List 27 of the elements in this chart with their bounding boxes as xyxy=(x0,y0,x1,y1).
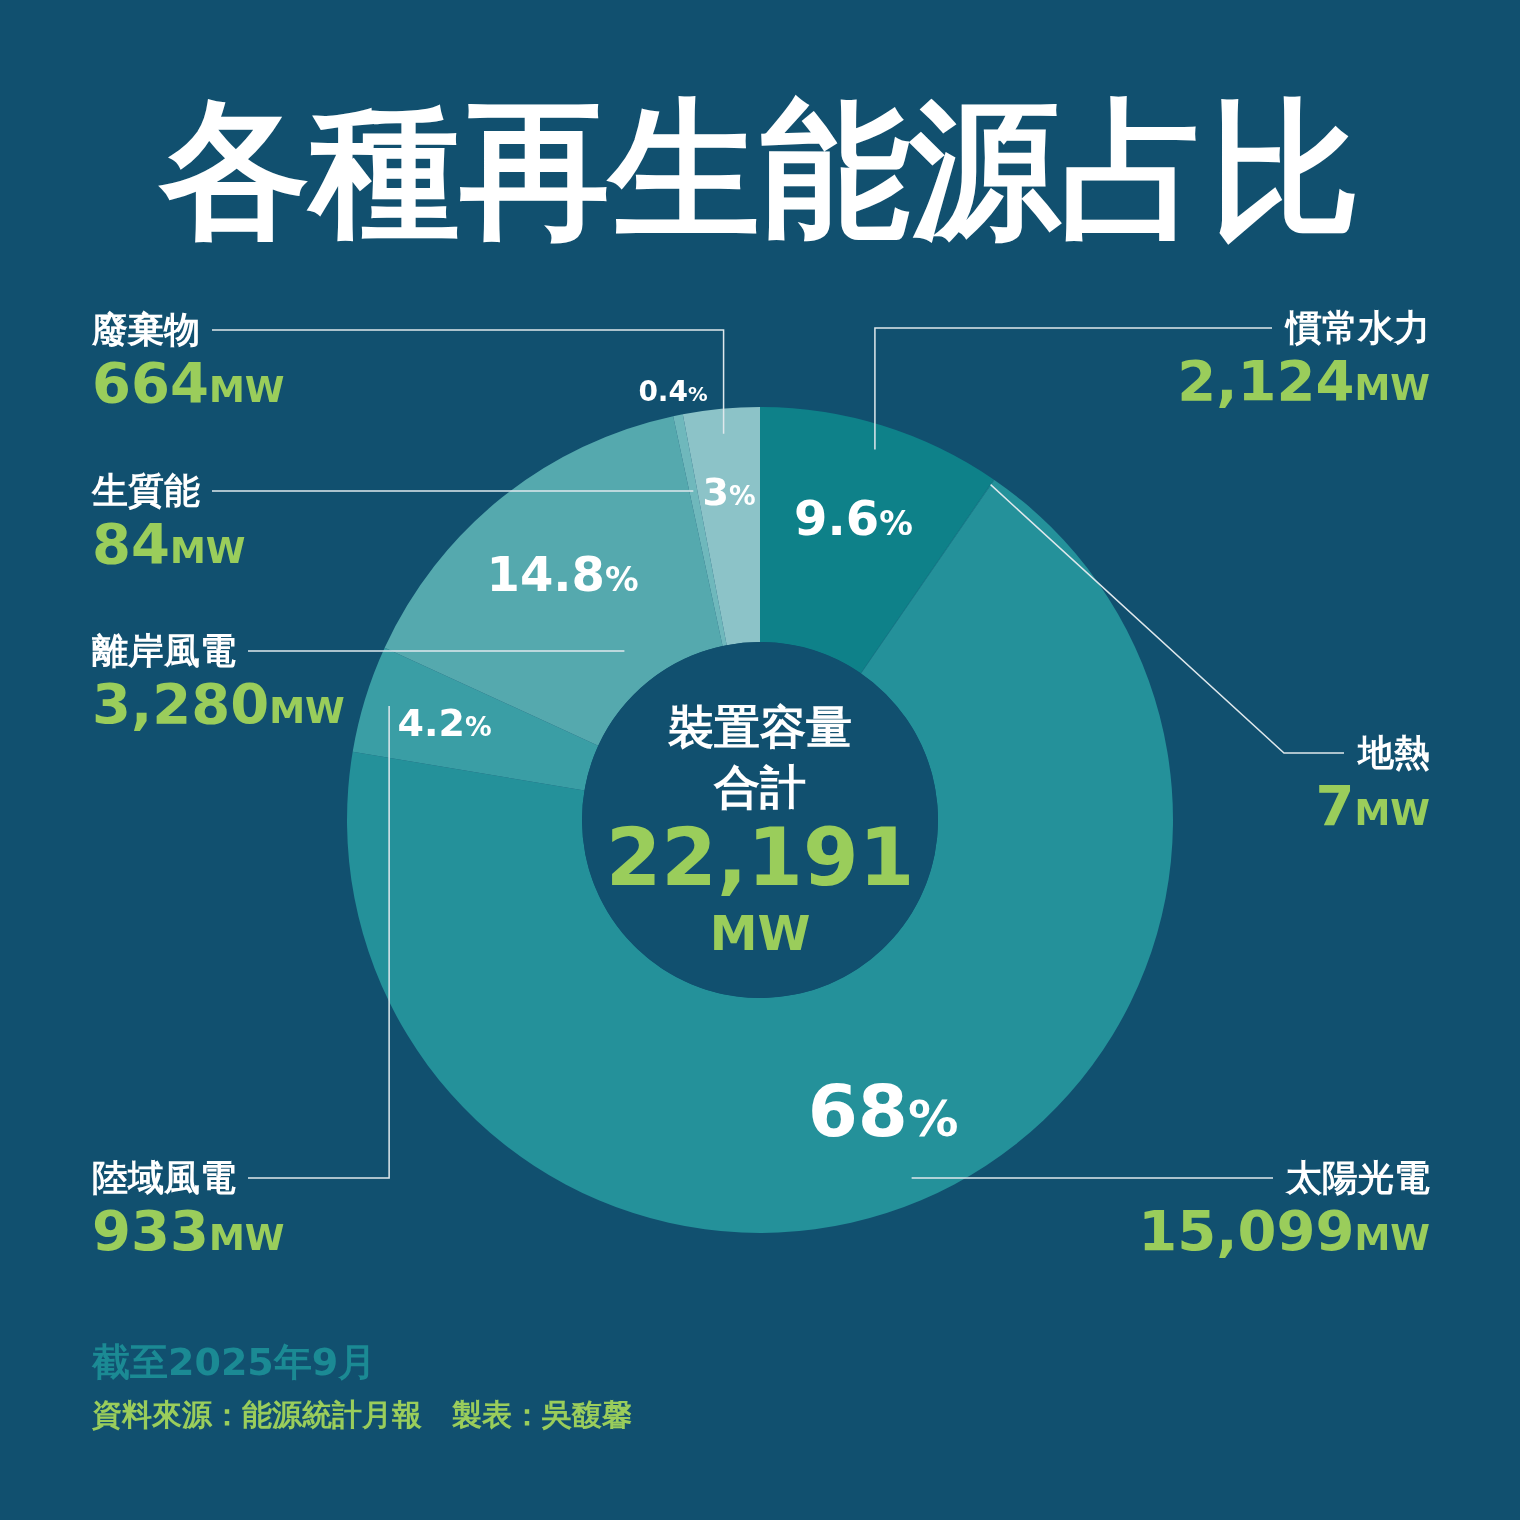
text: 22,191 xyxy=(605,811,915,904)
text: 9.6% xyxy=(794,490,913,547)
slice-label: 太陽光電 xyxy=(1285,1157,1430,1198)
slice-label: 慣常水力 xyxy=(1284,307,1430,348)
slice-label: 離岸風電 xyxy=(91,630,236,671)
slice-label: 地熱 xyxy=(1356,732,1430,773)
text: 14.8% xyxy=(486,545,639,602)
text: 截至2025年9月 xyxy=(91,1340,377,1384)
source-note: 資料來源：能源統計月報 製表：吳馥馨 xyxy=(91,1397,632,1432)
text: 合計 xyxy=(713,760,806,814)
text: 68% xyxy=(807,1068,959,1153)
text: 4.2% xyxy=(397,701,492,746)
data-label: 2,124MW xyxy=(1177,348,1430,413)
data-label: 7MW xyxy=(1315,773,1430,838)
text: 0.4% xyxy=(638,374,708,408)
data-label: 3,280MW xyxy=(92,671,345,736)
text: 裝置容量 xyxy=(667,700,852,754)
data-label: 664MW xyxy=(92,350,285,415)
text: 3% xyxy=(702,469,756,514)
text: MW xyxy=(709,905,811,961)
slice-label: 廢棄物 xyxy=(91,309,200,350)
slice-label: 生質能 xyxy=(91,470,200,511)
chart-title: 各種再生能源占比 xyxy=(158,83,1360,257)
data-label: 933MW xyxy=(92,1198,285,1263)
data-label: 84MW xyxy=(92,511,246,576)
slice-label: 陸域風電 xyxy=(92,1157,236,1198)
data-label: 15,099MW xyxy=(1138,1198,1430,1263)
